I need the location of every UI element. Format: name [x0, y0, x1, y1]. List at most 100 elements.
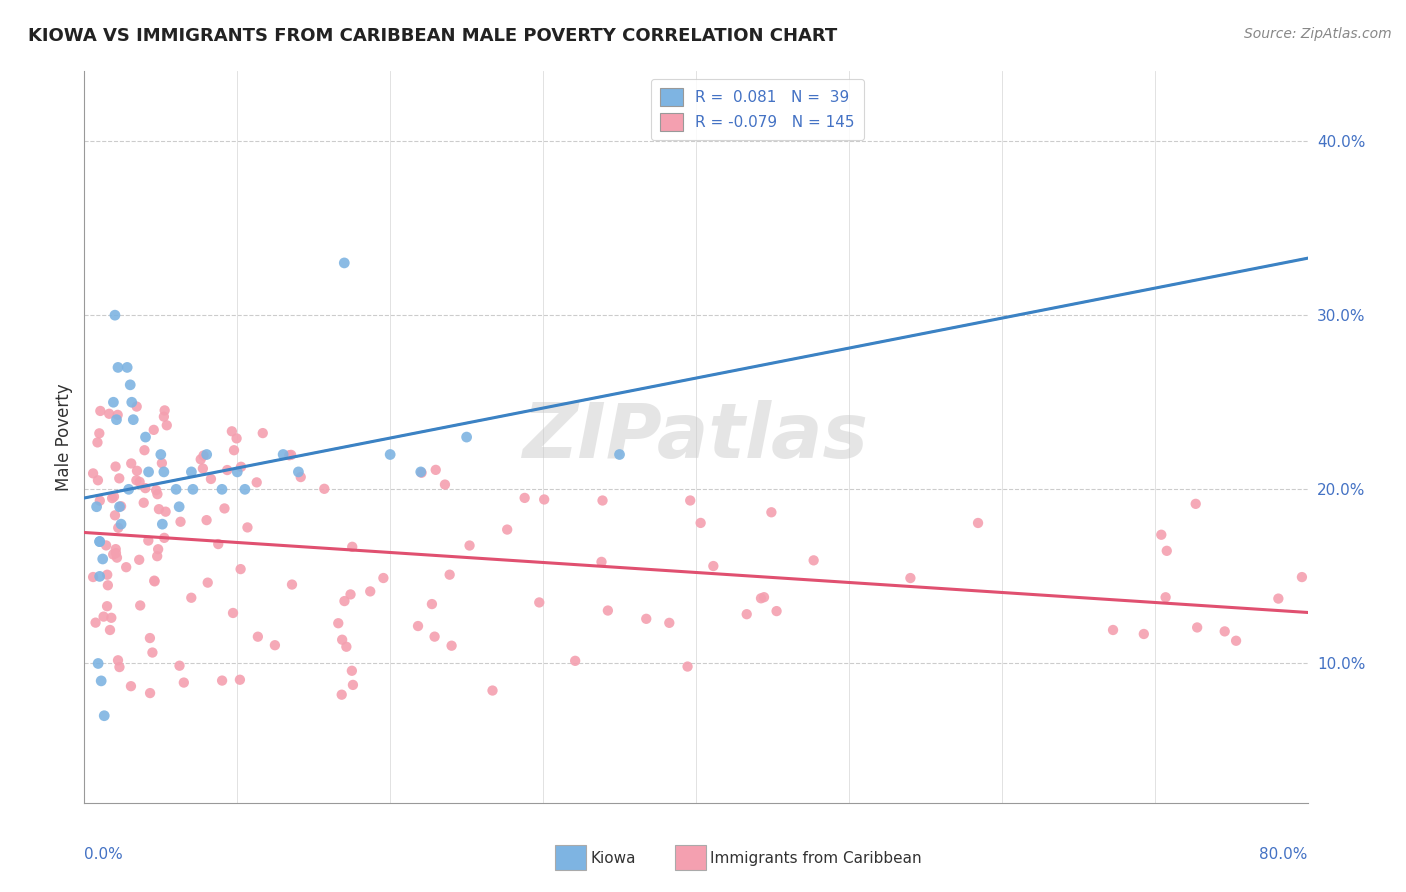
Point	[96, 567, 118, 582]
Point	[636, 612, 658, 626]
Point	[104, 546, 127, 560]
Point	[217, 463, 239, 477]
Point	[120, 457, 142, 471]
Point	[229, 459, 252, 474]
Point	[314, 482, 336, 496]
Point	[233, 483, 256, 497]
Point	[135, 430, 157, 444]
Point	[150, 456, 173, 470]
Point	[676, 659, 699, 673]
Point	[281, 577, 304, 591]
Point	[481, 683, 503, 698]
Text: Source: ZipAtlas.com: Source: ZipAtlas.com	[1244, 27, 1392, 41]
Point	[967, 516, 990, 530]
Point	[104, 508, 127, 523]
Point	[110, 500, 132, 514]
Point	[115, 360, 138, 375]
Point	[596, 603, 619, 617]
Point	[1225, 633, 1247, 648]
Point	[142, 423, 165, 437]
Point	[689, 516, 711, 530]
Point	[180, 591, 202, 605]
Point	[120, 377, 142, 392]
Point	[173, 675, 195, 690]
Point	[195, 513, 218, 527]
Point	[222, 443, 245, 458]
Point	[89, 493, 111, 508]
Point	[134, 481, 156, 495]
Point	[169, 658, 191, 673]
Point	[146, 542, 169, 557]
Point	[103, 395, 125, 409]
Point	[93, 708, 115, 723]
Point	[150, 517, 173, 532]
Point	[658, 615, 681, 630]
Point	[107, 408, 129, 422]
Point	[207, 537, 229, 551]
Point	[97, 578, 120, 592]
Point	[110, 517, 132, 532]
Point	[86, 500, 108, 514]
Point	[900, 571, 922, 585]
Point	[148, 502, 170, 516]
Point	[115, 560, 138, 574]
Point	[91, 552, 114, 566]
Point	[89, 404, 111, 418]
Point	[121, 395, 143, 409]
Point	[143, 574, 166, 589]
Point	[165, 483, 187, 497]
Point	[89, 534, 111, 549]
Point	[287, 465, 309, 479]
Point	[87, 657, 110, 671]
Point	[592, 493, 614, 508]
Point	[82, 570, 104, 584]
Point	[211, 673, 233, 688]
Point	[125, 464, 148, 478]
Point	[197, 575, 219, 590]
Y-axis label: Male Poverty: Male Poverty	[55, 384, 73, 491]
Point	[406, 619, 429, 633]
Point	[153, 409, 176, 424]
Point	[749, 591, 772, 606]
Point	[94, 538, 117, 552]
Point	[153, 465, 176, 479]
Point	[101, 491, 124, 505]
Point	[153, 531, 176, 545]
Point	[146, 487, 169, 501]
Point	[153, 403, 176, 417]
Point	[108, 471, 131, 485]
Point	[122, 412, 145, 426]
Point	[146, 549, 169, 564]
Point	[145, 483, 167, 498]
Point	[423, 630, 446, 644]
Point	[1102, 623, 1125, 637]
Point	[86, 435, 108, 450]
Point	[229, 562, 252, 576]
Point	[222, 606, 245, 620]
Point	[155, 505, 177, 519]
Point	[180, 465, 202, 479]
Point	[765, 604, 787, 618]
Point	[105, 550, 128, 565]
Point	[280, 448, 302, 462]
Point	[169, 515, 191, 529]
Point	[425, 463, 447, 477]
Point	[803, 553, 825, 567]
Point	[128, 475, 150, 489]
Point	[98, 407, 121, 421]
Point	[98, 623, 121, 637]
Point	[333, 256, 356, 270]
Point	[1291, 570, 1313, 584]
Point	[333, 594, 356, 608]
Point	[1133, 627, 1156, 641]
Point	[433, 477, 456, 491]
Point	[328, 616, 350, 631]
Point	[359, 584, 381, 599]
Point	[138, 465, 160, 479]
Point	[373, 571, 395, 585]
Point	[411, 466, 433, 480]
Point	[340, 664, 363, 678]
Point	[211, 483, 233, 497]
Point	[96, 599, 118, 614]
Point	[246, 475, 269, 490]
